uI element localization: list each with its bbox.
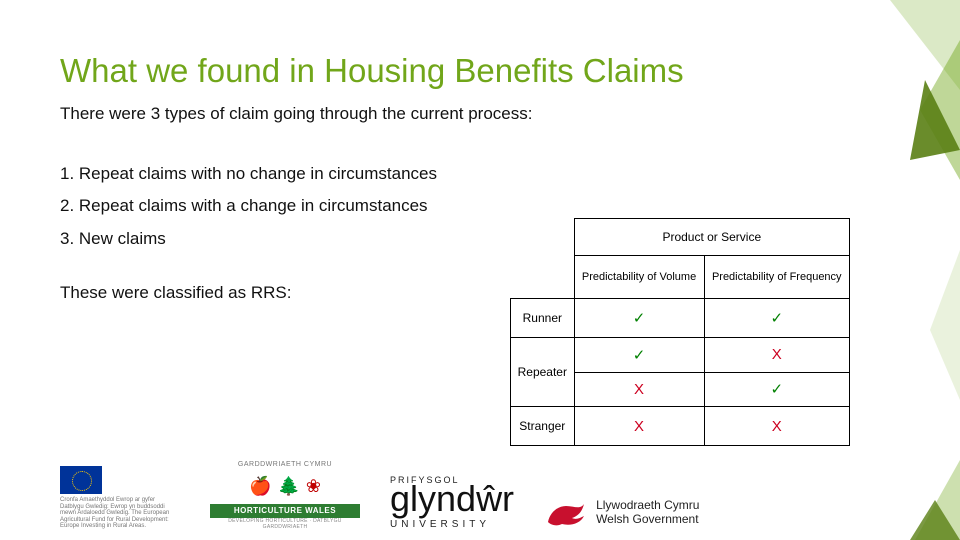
- row-label: Stranger: [511, 407, 575, 446]
- table-header-main: Product or Service: [574, 219, 849, 256]
- table-row: Stranger X X: [511, 407, 850, 446]
- table-row: Runner ✓ ✓: [511, 299, 850, 338]
- cell-mark: ✓: [574, 338, 704, 373]
- hort-top-text: GARDDWRIAETH CYMRU: [238, 461, 332, 468]
- table-header-col2: Predictability of Frequency: [704, 256, 850, 299]
- eu-flag-icon: [60, 466, 102, 494]
- table-header-col1: Predictability of Volume: [574, 256, 704, 299]
- blank-cell: [511, 256, 575, 299]
- eu-caption: Cronfa Amaethyddol Ewrop ar gyfer Datbly…: [60, 497, 180, 530]
- wg-line2: Welsh Government: [596, 512, 699, 526]
- eu-logo: Cronfa Amaethyddol Ewrop ar gyfer Datbly…: [60, 466, 180, 530]
- cell-mark: X: [704, 407, 850, 446]
- list-item: 1. Repeat claims with no change in circu…: [60, 158, 900, 190]
- welsh-gov-logo: Llywodraeth Cymru Welsh Government: [544, 494, 699, 530]
- rrs-table: Product or Service Predictability of Vol…: [510, 218, 850, 446]
- slide-subtitle: There were 3 types of claim going throug…: [60, 104, 900, 124]
- slide: What we found in Housing Benefits Claims…: [0, 0, 960, 540]
- cell-mark: X: [704, 338, 850, 373]
- cell-mark: X: [574, 407, 704, 446]
- welsh-gov-text: Llywodraeth Cymru Welsh Government: [596, 498, 699, 527]
- dragon-icon: [544, 494, 588, 530]
- hort-icons: 🍎 🌲 ❀: [249, 468, 321, 504]
- flower-icon: ❀: [306, 476, 321, 497]
- cell-mark: ✓: [704, 299, 850, 338]
- hort-bar: HORTICULTURE WALES: [210, 504, 360, 518]
- wg-line1: Llywodraeth Cymru: [596, 498, 699, 512]
- cell-mark: X: [574, 372, 704, 407]
- row-label: Runner: [511, 299, 575, 338]
- glyndwr-bottom: UNIVERSITY: [390, 519, 490, 530]
- hort-bottom: DEVELOPING HORTICULTURE · DATBLYGU GARDD…: [210, 518, 360, 530]
- footer-logos: Cronfa Amaethyddol Ewrop ar gyfer Datbly…: [60, 450, 900, 530]
- horticulture-wales-logo: GARDDWRIAETH CYMRU 🍎 🌲 ❀ HORTICULTURE WA…: [210, 461, 360, 530]
- slide-title: What we found in Housing Benefits Claims: [60, 52, 760, 90]
- glyndwr-main: glyndŵr: [390, 481, 514, 517]
- row-label: Repeater: [511, 338, 575, 407]
- cell-mark: ✓: [704, 372, 850, 407]
- apple-icon: 🍎: [249, 476, 271, 497]
- blank-cell: [511, 219, 575, 256]
- table-row: Repeater ✓ X: [511, 338, 850, 373]
- glyndwr-logo: PRIFYSGOL glyndŵr UNIVERSITY: [390, 475, 514, 530]
- cell-mark: ✓: [574, 299, 704, 338]
- tree-icon: 🌲: [277, 476, 299, 497]
